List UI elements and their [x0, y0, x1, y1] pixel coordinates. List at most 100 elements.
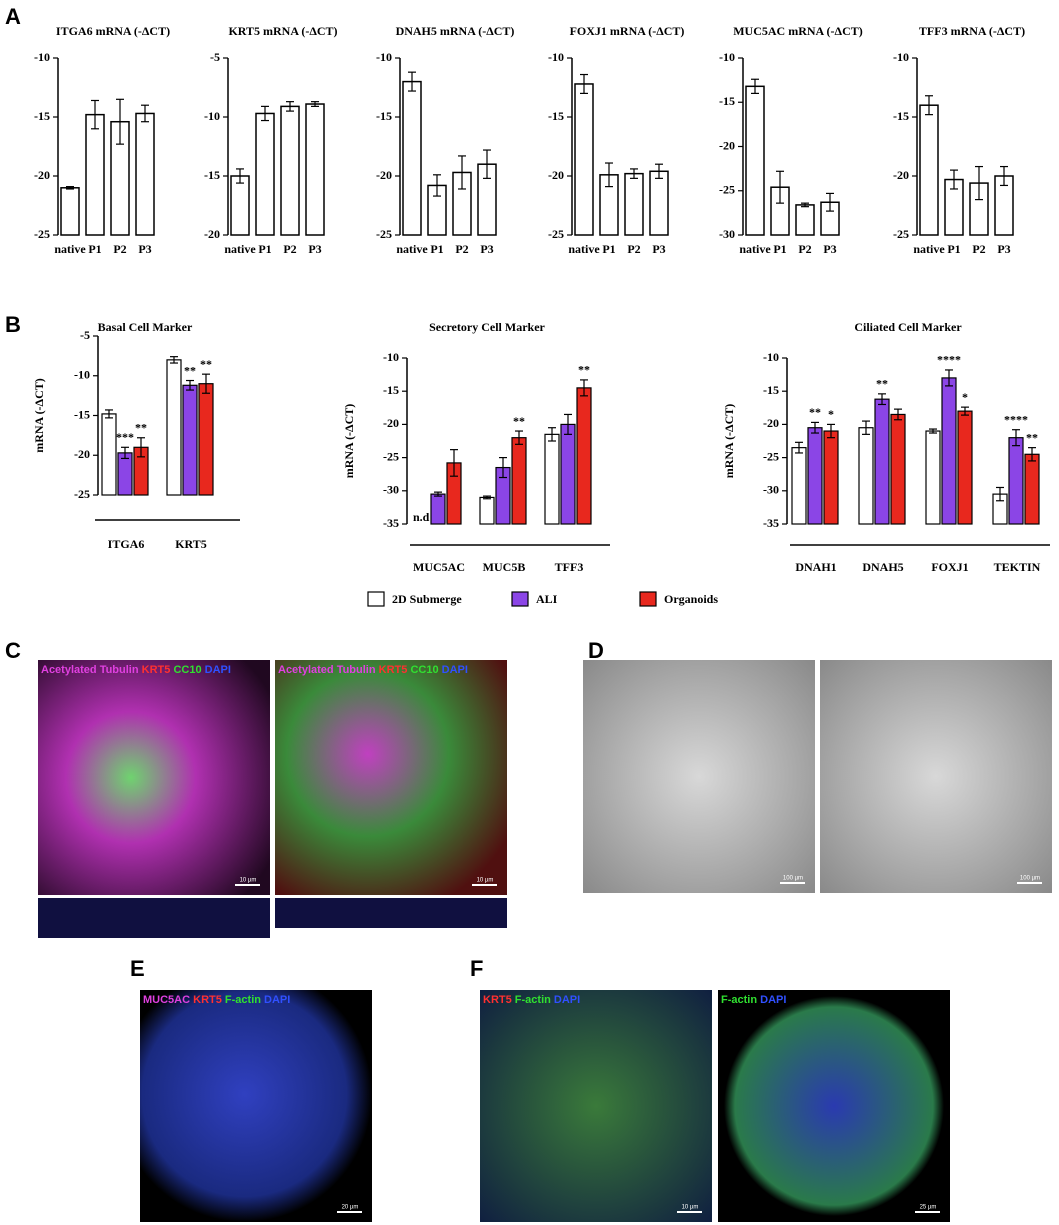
y-tick-label: -20: [548, 168, 564, 182]
chart-title: Secretory Cell Marker: [429, 320, 545, 334]
x-tick-label: P1: [773, 242, 786, 256]
x-tick-label: TEKTIN: [994, 560, 1041, 574]
x-tick-label: P2: [798, 242, 811, 256]
label-part: DAPI: [760, 994, 786, 1006]
bar: [890, 413, 906, 525]
y-tick-label: -20: [763, 416, 779, 430]
chart-title: Ciliated Cell Marker: [854, 320, 962, 334]
y-tick-label: -20: [719, 138, 735, 152]
label-part: CC10: [173, 664, 201, 676]
bar: [560, 423, 576, 525]
image-label: Acetylated Tubulin KRT5 CC10 DAPI: [41, 664, 231, 676]
label-part: KRT5: [379, 664, 408, 676]
label-part: DAPI: [205, 664, 231, 676]
y-axis-label: mRNA (-ΔCT): [32, 378, 46, 453]
x-tick-label: KRT5: [175, 537, 207, 551]
label-part: DAPI: [442, 664, 468, 676]
label-part: F-actin: [225, 994, 261, 1006]
y-tick-label: -25: [74, 487, 90, 501]
label-part: MUC5AC: [143, 994, 190, 1006]
x-tick-label: MUC5AC: [413, 560, 465, 574]
x-tick-label: TFF3: [555, 560, 584, 574]
x-tick-label: native: [913, 242, 945, 256]
x-tick-label: native: [568, 242, 600, 256]
bar: [624, 172, 644, 236]
x-tick-label: ITGA6: [108, 537, 145, 551]
significance: *: [962, 390, 968, 404]
bar: [823, 430, 839, 525]
image-c2-strip: [275, 898, 507, 928]
significance: ***: [116, 430, 134, 444]
panel-label: B: [5, 312, 21, 337]
significance: **: [135, 421, 147, 435]
scale-label: 10 µm: [682, 1205, 699, 1211]
y-tick-label: -15: [548, 109, 564, 123]
bar: [925, 430, 941, 525]
label-part: KRT5: [142, 664, 171, 676]
y-tick-label: -10: [376, 50, 392, 64]
legend-label: ALI: [536, 592, 558, 606]
x-tick-label: P1: [602, 242, 615, 256]
legend-swatch: [367, 591, 385, 607]
bar: [745, 85, 765, 236]
panel-label: C: [5, 638, 21, 663]
legend-swatch: [639, 591, 657, 607]
bar: [574, 83, 594, 236]
y-tick-label: -5: [80, 328, 90, 342]
bar: [941, 377, 957, 525]
y-tick-label: -15: [719, 94, 735, 108]
bar: [60, 187, 80, 236]
y-tick-label: -25: [719, 183, 735, 197]
chart-title: FOXJ1 mRNA (-ΔCT): [570, 24, 685, 38]
bar: [402, 80, 422, 236]
scale-label: 25 µm: [920, 1205, 937, 1211]
bar: [1024, 453, 1040, 525]
significance: ****: [937, 353, 961, 367]
scale-label: 100 µm: [783, 876, 803, 882]
y-tick-label: -30: [383, 483, 399, 497]
y-tick-label: -20: [893, 168, 909, 182]
y-tick-label: -20: [34, 168, 50, 182]
x-tick-label: P1: [947, 242, 960, 256]
bar: [430, 493, 446, 525]
x-tick-label: native: [739, 242, 771, 256]
y-tick-label: -20: [383, 416, 399, 430]
chart-title: ITGA6 mRNA (-ΔCT): [56, 24, 170, 38]
x-tick-label: P3: [138, 242, 151, 256]
x-tick-label: P2: [972, 242, 985, 256]
image-f1: [480, 990, 712, 1222]
legend-label: 2D Submerge: [392, 592, 462, 606]
bar: [576, 387, 592, 525]
y-tick-label: -10: [763, 350, 779, 364]
legend-label: Organoids: [664, 592, 718, 606]
significance: **: [1026, 430, 1038, 444]
chart-title: DNAH5 mRNA (-ΔCT): [396, 24, 515, 38]
image-d1: [583, 660, 815, 893]
legend-swatch: [511, 591, 529, 607]
y-tick-label: -15: [74, 407, 90, 421]
label-part: DAPI: [554, 994, 580, 1006]
image-d2: [820, 660, 1052, 893]
x-tick-label: P2: [283, 242, 296, 256]
y-tick-label: -25: [34, 227, 50, 241]
x-tick-label: P3: [823, 242, 836, 256]
y-tick-label: -15: [204, 168, 220, 182]
y-tick-label: -5: [210, 50, 220, 64]
y-tick-label: -30: [763, 483, 779, 497]
scale-label: 20 µm: [342, 1205, 359, 1211]
y-tick-label: -10: [34, 50, 50, 64]
x-tick-label: P1: [258, 242, 271, 256]
bar: [182, 384, 198, 496]
label-part: Acetylated Tubulin: [278, 664, 376, 676]
x-tick-label: FOXJ1: [931, 560, 968, 574]
image-label: MUC5AC KRT5 F-actin DAPI: [143, 994, 290, 1006]
significance: **: [876, 377, 888, 391]
image-c1: [38, 660, 270, 895]
bar: [544, 433, 560, 525]
bar: [198, 383, 214, 496]
bar: [858, 427, 874, 525]
y-tick-label: -25: [383, 449, 399, 463]
x-tick-label: native: [54, 242, 86, 256]
bar: [874, 398, 890, 525]
